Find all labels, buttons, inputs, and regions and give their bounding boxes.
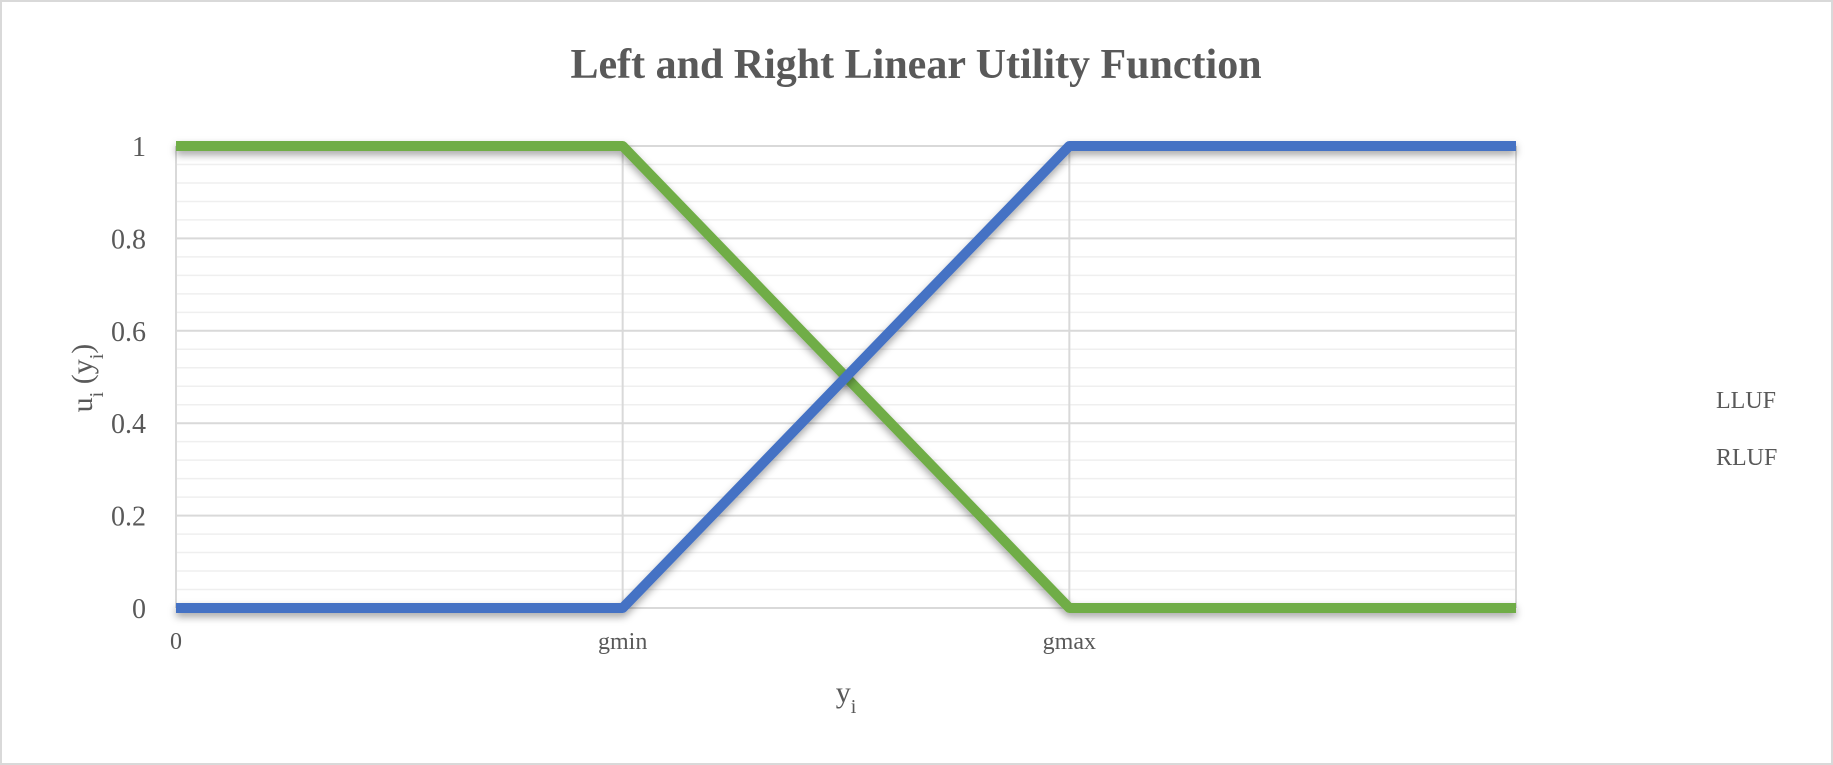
x-tick-label: gmin <box>598 629 647 655</box>
y-axis-label-u-sub: i <box>86 391 108 397</box>
y-tick-label: 0.4 <box>111 409 146 440</box>
legend-label-lluf: LLUF <box>1716 388 1776 414</box>
legend-label-rluf: RLUF <box>1716 445 1777 471</box>
x-tick-label: gmax <box>1043 629 1096 655</box>
series-line-rluf <box>176 141 1516 613</box>
x-tick-labels: 0 gmin gmax <box>170 629 1096 655</box>
y-axis-label: ui (yi) <box>66 344 108 413</box>
series-lines <box>176 141 1516 613</box>
legend: LLUF RLUF <box>1613 388 1777 471</box>
chart-title: Left and Right Linear Utility Function <box>570 42 1261 88</box>
y-tick-label: 0.8 <box>111 224 146 255</box>
y-axis-label-open: (y <box>66 359 99 392</box>
y-axis-label-y-sub: i <box>86 353 108 359</box>
y-tick-label: 0.6 <box>111 317 146 348</box>
y-tick-label: 0.2 <box>111 502 146 533</box>
x-tick-label: 0 <box>170 629 182 655</box>
y-axis-label-close: ) <box>66 344 99 354</box>
x-axis-label: yi <box>836 676 857 718</box>
y-tick-label: 1 <box>132 132 146 163</box>
y-tick-labels: 0 0.2 0.4 0.6 0.8 1 <box>111 132 146 625</box>
y-axis-label-u: u <box>66 397 99 412</box>
y-tick-label: 0 <box>132 594 146 625</box>
x-axis-label-sub: i <box>851 696 857 718</box>
x-axis-label-main: y <box>836 676 851 709</box>
